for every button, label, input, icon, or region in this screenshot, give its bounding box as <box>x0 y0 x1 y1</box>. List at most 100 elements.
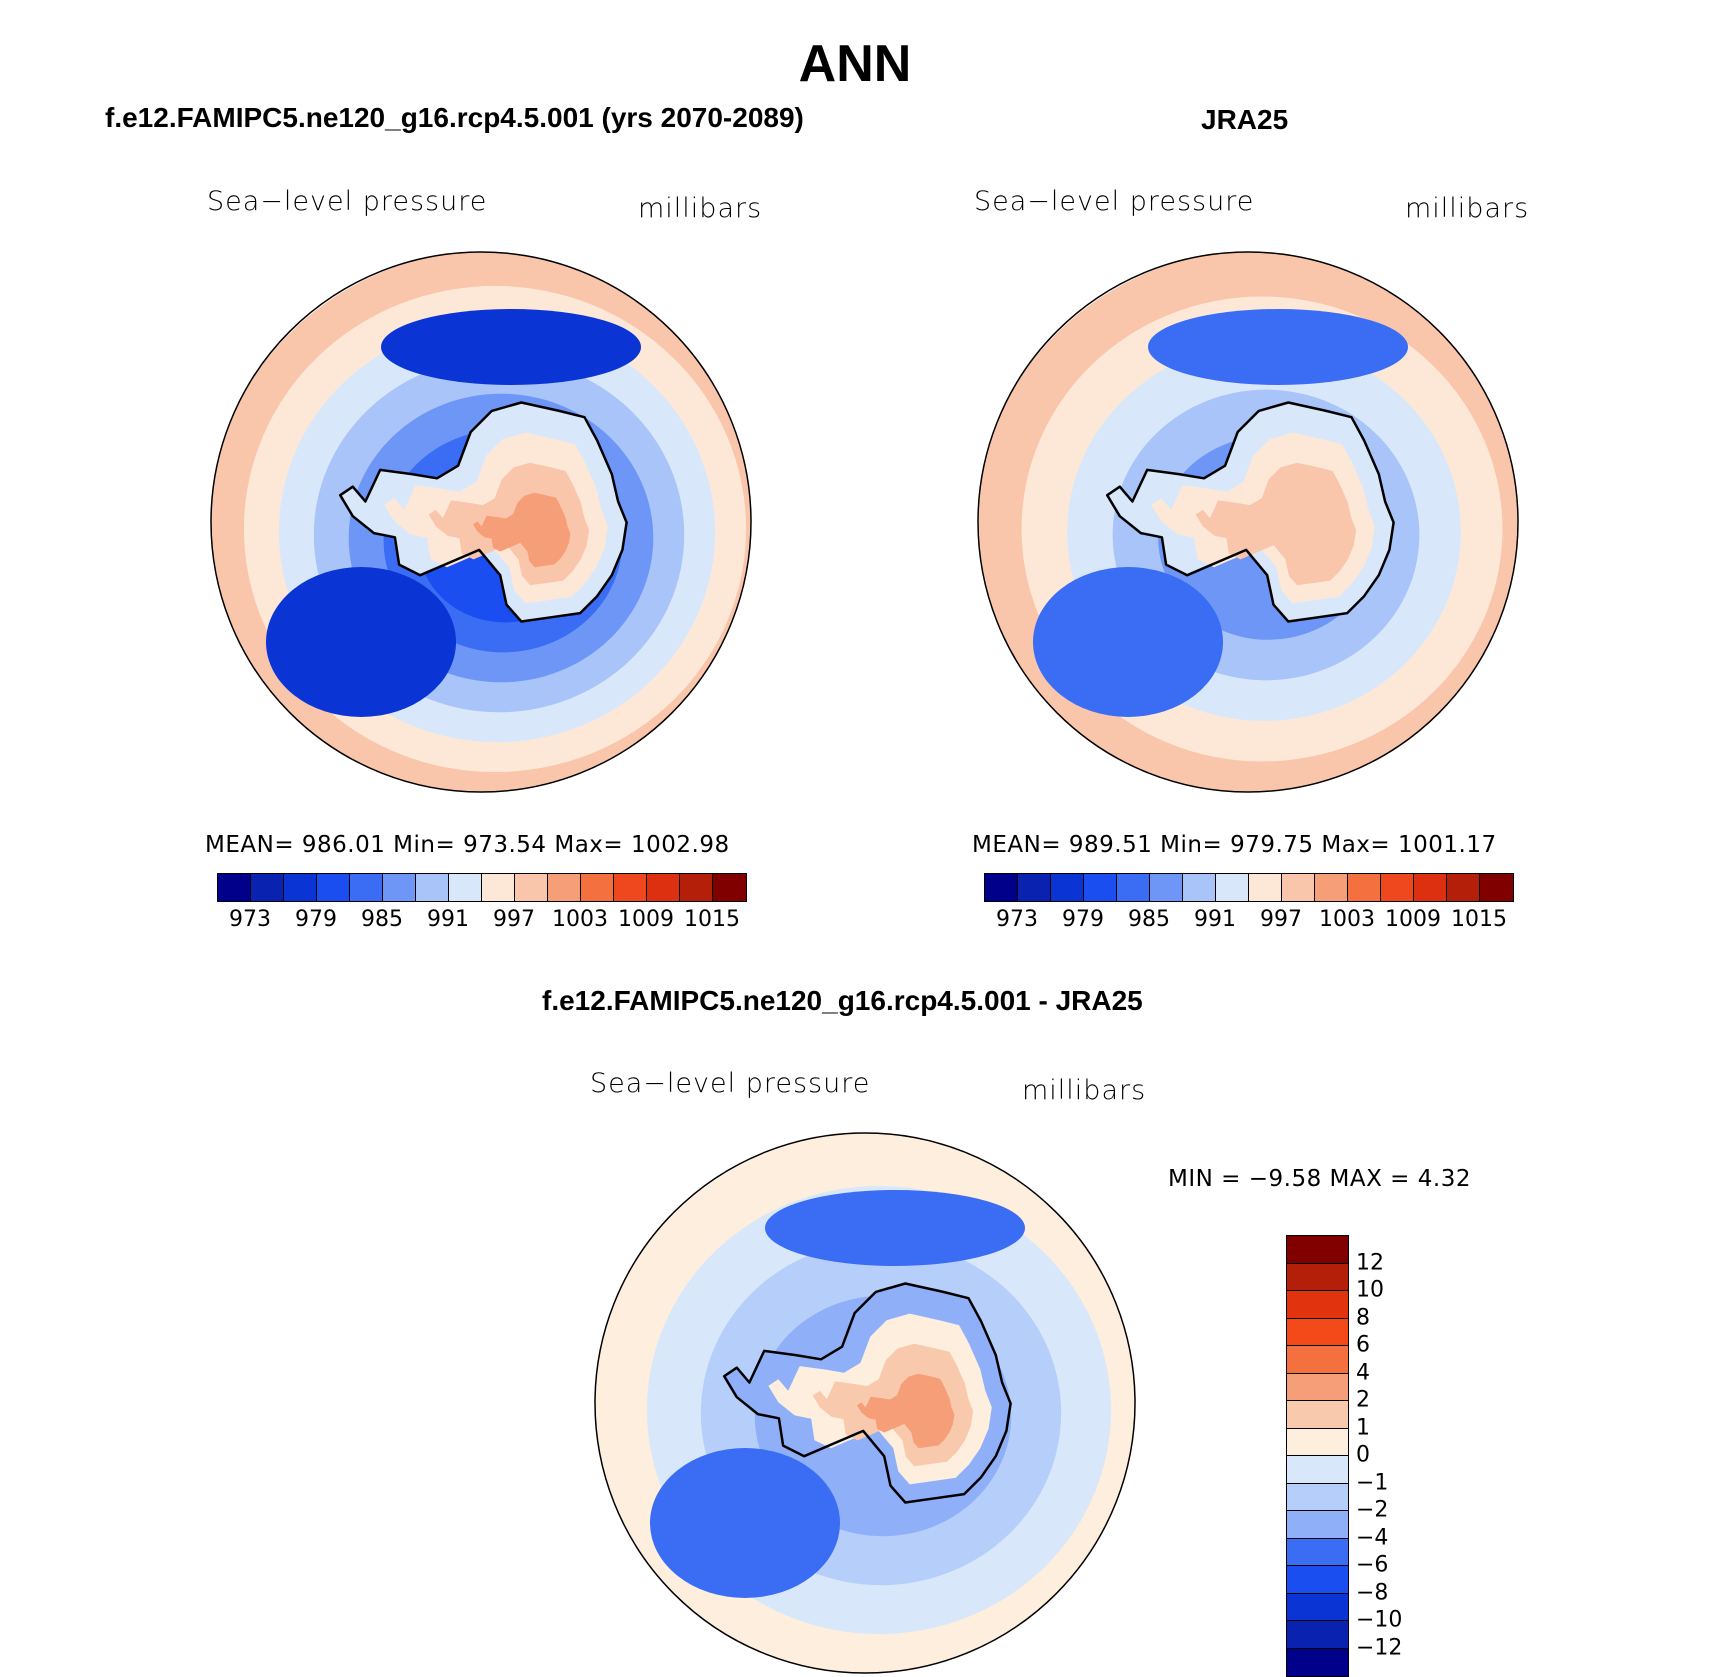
colorbar-swatch <box>284 874 317 901</box>
colorbar-tick-label: 1015 <box>684 907 740 932</box>
coastline <box>722 1282 1012 1504</box>
colorbar-swatch <box>1287 1263 1348 1291</box>
panel-diff-header: f.e12.FAMIPC5.ne120_g16.rcp4.5.001 - JRA… <box>542 985 1143 1016</box>
colorbar-swatch <box>1216 874 1249 901</box>
colorbar-swatch <box>482 874 515 901</box>
colorbar-tick-label: 997 <box>1260 907 1302 932</box>
low-pressure-cell <box>381 309 641 385</box>
colorbar-swatch <box>383 874 416 901</box>
colorbar-tick-label: 1009 <box>1385 907 1441 932</box>
panel-diff-variable: Sea−level pressure <box>590 1068 871 1099</box>
colorbar-tick-label: 991 <box>427 907 469 932</box>
colorbar-swatch <box>1480 874 1513 901</box>
colorbar-swatch <box>251 874 284 901</box>
colorbar-swatch <box>713 874 746 901</box>
colorbar-tick-label: −10 <box>1356 1607 1403 1633</box>
colorbar-swatch <box>1287 1648 1348 1676</box>
colorbar-swatch <box>1287 1428 1348 1456</box>
map-boundary <box>977 251 1519 793</box>
colorbar-tick-label: 991 <box>1194 907 1236 932</box>
low-pressure-cell <box>765 1190 1025 1266</box>
colorbar-tick-label: 1003 <box>1319 907 1375 932</box>
colorbar-tick-label: 4 <box>1356 1360 1370 1385</box>
colorbar-swatch <box>416 874 449 901</box>
colorbar-tick-label: 979 <box>295 907 337 932</box>
colorbar-swatch <box>1287 1401 1348 1429</box>
map-fill <box>211 252 751 792</box>
colorbar-swatch <box>1287 1291 1348 1319</box>
colorbar-tick-label: 0 <box>1356 1442 1370 1468</box>
colorbar-swatch <box>1287 1236 1348 1264</box>
panel-obs-units: millibars <box>1405 193 1530 224</box>
colorbar-swatch <box>581 874 614 901</box>
colorbar-swatch <box>317 874 350 901</box>
colorbar-tick-label: −1 <box>1356 1470 1389 1495</box>
panel-model-variable: Sea−level pressure <box>207 186 488 217</box>
colorbar-swatch <box>1287 1538 1348 1566</box>
colorbar-tick-label: 1009 <box>618 907 674 932</box>
polar-map-obs <box>977 251 1519 793</box>
colorbar-swatch <box>449 874 482 901</box>
map-boundary <box>210 251 752 793</box>
colorbar-obs <box>984 873 1514 902</box>
coastline <box>338 401 628 623</box>
colorbar-swatch <box>1287 1511 1348 1539</box>
panel-diff-stats: MIN = −9.58 MAX = 4.32 <box>1168 1166 1471 1192</box>
low-pressure-cell <box>650 1448 840 1598</box>
colorbar-swatch <box>1287 1483 1348 1511</box>
colorbar-swatch <box>350 874 383 901</box>
colorbar-swatch <box>1018 874 1051 901</box>
colorbar-tick-label: 6 <box>1356 1332 1370 1358</box>
colorbar-swatch <box>1381 874 1414 901</box>
colorbar-swatch <box>680 874 713 901</box>
colorbar-swatch <box>614 874 647 901</box>
colorbar-swatch <box>1249 874 1282 901</box>
colorbar-tick-label: −6 <box>1356 1552 1389 1578</box>
colorbar-tick-label: 979 <box>1062 907 1104 932</box>
panel-obs-header: JRA25 <box>1201 104 1289 135</box>
colorbar-swatch <box>1051 874 1084 901</box>
colorbar-swatch <box>1287 1566 1348 1594</box>
coastline <box>1105 401 1395 623</box>
colorbar-swatch <box>548 874 581 901</box>
panel-obs-stats: MEAN= 989.51 Min= 979.75 Max= 1001.17 <box>972 832 1497 858</box>
colorbar-swatch <box>985 874 1018 901</box>
colorbar-swatch <box>1183 874 1216 901</box>
colorbar-swatch <box>1447 874 1480 901</box>
polar-map-difference <box>594 1132 1136 1674</box>
colorbar-swatch <box>1287 1346 1348 1374</box>
low-pressure-cell <box>1033 567 1223 717</box>
colorbar-tick-label: 10 <box>1356 1277 1384 1303</box>
colorbar-tick-label: −8 <box>1356 1580 1389 1605</box>
panel-obs-variable: Sea−level pressure <box>974 186 1255 217</box>
colorbar-tick-label: 1003 <box>552 907 608 932</box>
panel-model-stats: MEAN= 986.01 Min= 973.54 Max= 1002.98 <box>205 832 730 858</box>
colorbar-swatch <box>1287 1373 1348 1401</box>
colorbar-tick-label: 12 <box>1356 1250 1384 1275</box>
colorbar-swatch <box>647 874 680 901</box>
figure-title: ANN <box>798 35 912 93</box>
colorbar-swatch <box>1282 874 1315 901</box>
colorbar-tick-label: 985 <box>1128 907 1170 932</box>
colorbar-tick-label: −12 <box>1356 1635 1403 1660</box>
colorbar-swatch <box>1117 874 1150 901</box>
continent-band <box>857 1373 955 1449</box>
colorbar-tick-label: 8 <box>1356 1305 1370 1330</box>
map-fill <box>595 1133 1135 1673</box>
colorbar-swatch <box>1287 1456 1348 1484</box>
colorbar-swatch <box>1414 874 1447 901</box>
map-fill <box>978 252 1518 792</box>
colorbar-swatch <box>515 874 548 901</box>
colorbar-tick-label: 985 <box>361 907 403 932</box>
colorbar-tick-label: −4 <box>1356 1525 1389 1550</box>
panel-model-units: millibars <box>638 193 763 224</box>
panel-diff-units: millibars <box>1022 1075 1147 1106</box>
polar-map-model <box>210 251 752 793</box>
colorbar-difference <box>1286 1235 1349 1677</box>
colorbar-swatch <box>1348 874 1381 901</box>
colorbar-swatch <box>218 874 251 901</box>
colorbar-swatch <box>1150 874 1183 901</box>
colorbar-tick-label: 1015 <box>1451 907 1507 932</box>
panel-model-header: f.e12.FAMIPC5.ne120_g16.rcp4.5.001 (yrs … <box>105 102 804 133</box>
colorbar-swatch <box>1287 1593 1348 1621</box>
